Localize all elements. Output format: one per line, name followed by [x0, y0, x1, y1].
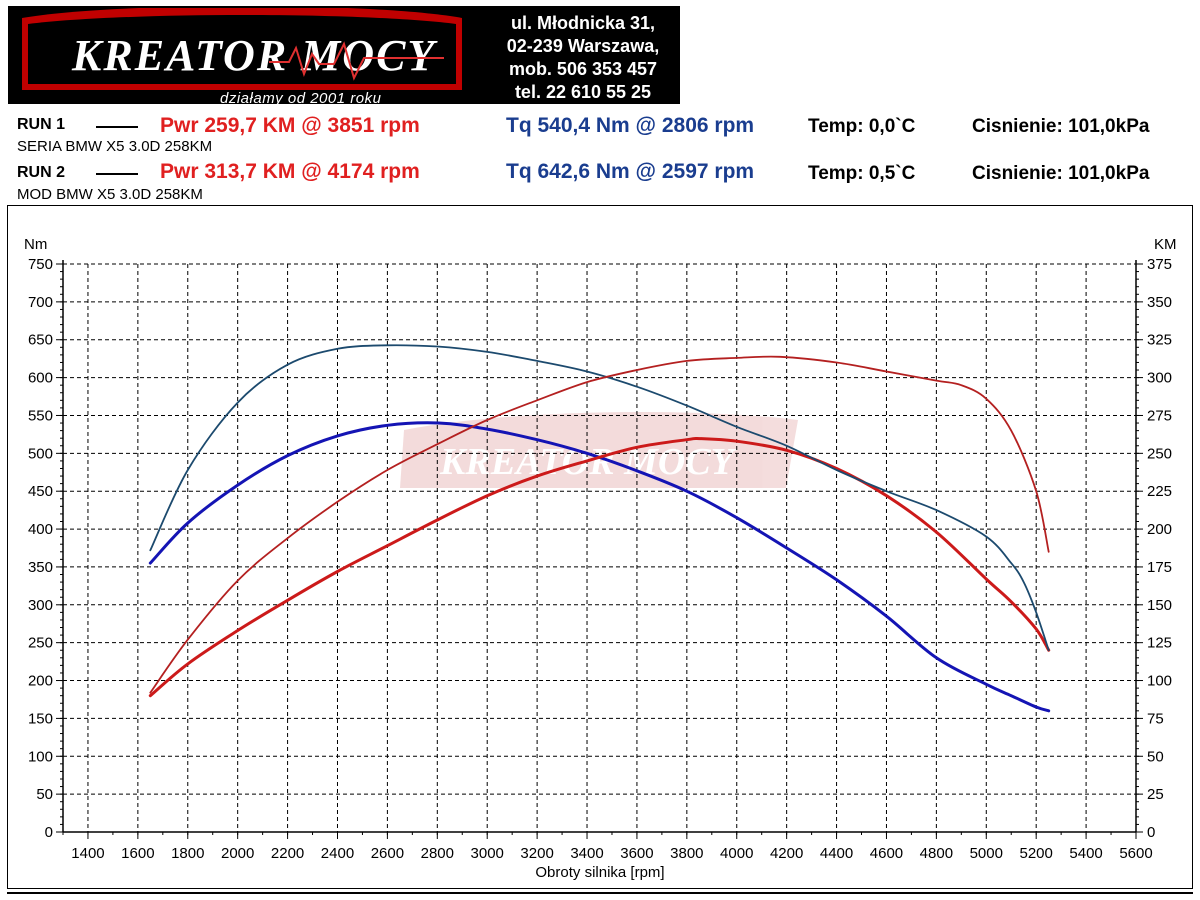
run-1-row: RUN 1 Pwr 259,7 KM @ 3851 rpm Tq 540,4 N… — [0, 114, 1200, 144]
y-tick-label-right: 100 — [1147, 673, 1172, 690]
x-tick-label: 1400 — [71, 845, 104, 862]
x-tick-label: 4600 — [870, 845, 903, 862]
x-tick-label: 5200 — [1019, 845, 1052, 862]
x-tick-label: 5000 — [970, 845, 1003, 862]
y-tick-label-left: 250 — [28, 635, 53, 652]
y-tick-label-left: 700 — [28, 294, 53, 311]
run-2-power-curve — [149, 355, 1050, 694]
x-axis-label: Obroty silnika [rpm] — [535, 864, 664, 881]
run-1-power: Pwr 259,7 KM @ 3851 rpm — [160, 114, 420, 137]
y-tick-label-left: 600 — [28, 370, 53, 387]
address-line: 02-239 Warszawa, — [506, 36, 660, 56]
x-tick-label: 3200 — [520, 845, 553, 862]
y-axis-label-left: Nm — [24, 236, 47, 253]
logo-banner: KREATOR MOCY działamy od 2001 roku ul. M… — [8, 6, 680, 104]
y-tick-label-right: 0 — [1147, 824, 1155, 841]
watermark-logo: KREATOR MOCY — [400, 411, 798, 488]
x-tick-label: 4400 — [820, 845, 853, 862]
x-tick-label: 3000 — [471, 845, 504, 862]
x-tick-label: 2400 — [321, 845, 354, 862]
run-2-power: Pwr 313,7 KM @ 4174 rpm — [160, 160, 420, 183]
svg-text:KREATOR MOCY: KREATOR MOCY — [71, 31, 438, 80]
y-tick-label-left: 0 — [45, 824, 53, 841]
run-1-pressure: Cisnienie: 101,0kPa — [972, 116, 1150, 137]
header: KREATOR MOCY działamy od 2001 roku ul. M… — [0, 0, 1200, 205]
x-tick-label: 4200 — [770, 845, 803, 862]
contact-address: ul. Młodnicka 31, 02-239 Warszawa, mob. … — [488, 12, 678, 104]
y-tick-label-right: 225 — [1147, 483, 1172, 500]
run-2-temp: Temp: 0,5`C — [808, 163, 916, 184]
run-1-torque-curve — [148, 421, 1051, 713]
y-tick-label-left: 550 — [28, 407, 53, 424]
run-1-power-curve — [148, 436, 1051, 698]
run-1-label: RUN 1 — [17, 116, 66, 133]
x-tick-label: 2600 — [371, 845, 404, 862]
y-tick-label-left: 750 — [28, 256, 53, 273]
x-tick-label: 2000 — [221, 845, 254, 862]
y-axis-label-right: KM — [1154, 236, 1177, 253]
y-tick-label-right: 275 — [1147, 407, 1172, 424]
run-1-description: SERIA BMW X5 3.0D 258KM — [17, 138, 213, 155]
y-tick-label-left: 300 — [28, 597, 53, 614]
y-tick-label-right: 200 — [1147, 521, 1172, 538]
x-tick-label: 2800 — [421, 845, 454, 862]
run-1-temp: Temp: 0,0`C — [808, 116, 916, 137]
y-tick-label-right: 350 — [1147, 294, 1172, 311]
address-line: ul. Młodnicka 31, — [510, 13, 656, 33]
x-tick-label: 5400 — [1069, 845, 1102, 862]
y-tick-label-left: 200 — [28, 673, 53, 690]
x-tick-label: 1800 — [171, 845, 204, 862]
address-line: tel. 22 610 55 25 — [514, 82, 652, 102]
x-tick-label: 3600 — [620, 845, 653, 862]
run-2-legend-line — [96, 173, 138, 175]
x-tick-label: 4800 — [920, 845, 953, 862]
x-tick-label: 5600 — [1119, 845, 1152, 862]
address-line: mob. 506 353 457 — [508, 59, 658, 79]
y-tick-label-left: 650 — [28, 332, 53, 349]
logo-tagline: działamy od 2001 roku — [220, 90, 382, 104]
y-tick-label-right: 175 — [1147, 559, 1172, 576]
y-tick-label-left: 500 — [28, 445, 53, 462]
x-tick-label: 1600 — [121, 845, 154, 862]
y-tick-label-right: 75 — [1147, 710, 1164, 727]
x-tick-label: 2200 — [271, 845, 304, 862]
run-2-pressure: Cisnienie: 101,0kPa — [972, 163, 1150, 184]
y-tick-label-right: 250 — [1147, 445, 1172, 462]
y-tick-label-left: 400 — [28, 521, 53, 538]
x-tick-label: 4000 — [720, 845, 753, 862]
y-tick-label-left: 50 — [36, 786, 53, 803]
y-tick-label-right: 150 — [1147, 597, 1172, 614]
run-1-legend-line — [96, 126, 138, 128]
y-tick-label-right: 375 — [1147, 256, 1172, 273]
x-tick-label: 3800 — [670, 845, 703, 862]
y-tick-label-right: 25 — [1147, 786, 1164, 803]
y-tick-label-right: 125 — [1147, 635, 1172, 652]
x-tick-label: 3400 — [570, 845, 603, 862]
y-tick-label-right: 325 — [1147, 332, 1172, 349]
y-tick-label-left: 450 — [28, 483, 53, 500]
run-2-torque: Tq 642,6 Nm @ 2597 rpm — [506, 160, 755, 183]
y-tick-label-left: 100 — [28, 748, 53, 765]
bottom-divider — [7, 892, 1193, 894]
kreator-mocy-logo: KREATOR MOCY — [22, 8, 462, 90]
y-tick-label-left: 350 — [28, 559, 53, 576]
run-2-description: MOD BMW X5 3.0D 258KM — [17, 186, 203, 203]
run-2-row: RUN 2 Pwr 313,7 KM @ 4174 rpm Tq 642,6 N… — [0, 160, 1200, 190]
y-tick-label-right: 300 — [1147, 370, 1172, 387]
run-2-torque-curve — [149, 344, 1050, 652]
chart-frame — [7, 205, 1193, 889]
run-1-torque: Tq 540,4 Nm @ 2806 rpm — [506, 114, 755, 137]
run-2-label: RUN 2 — [17, 164, 66, 181]
y-tick-label-right: 50 — [1147, 748, 1164, 765]
y-tick-label-left: 150 — [28, 710, 53, 727]
